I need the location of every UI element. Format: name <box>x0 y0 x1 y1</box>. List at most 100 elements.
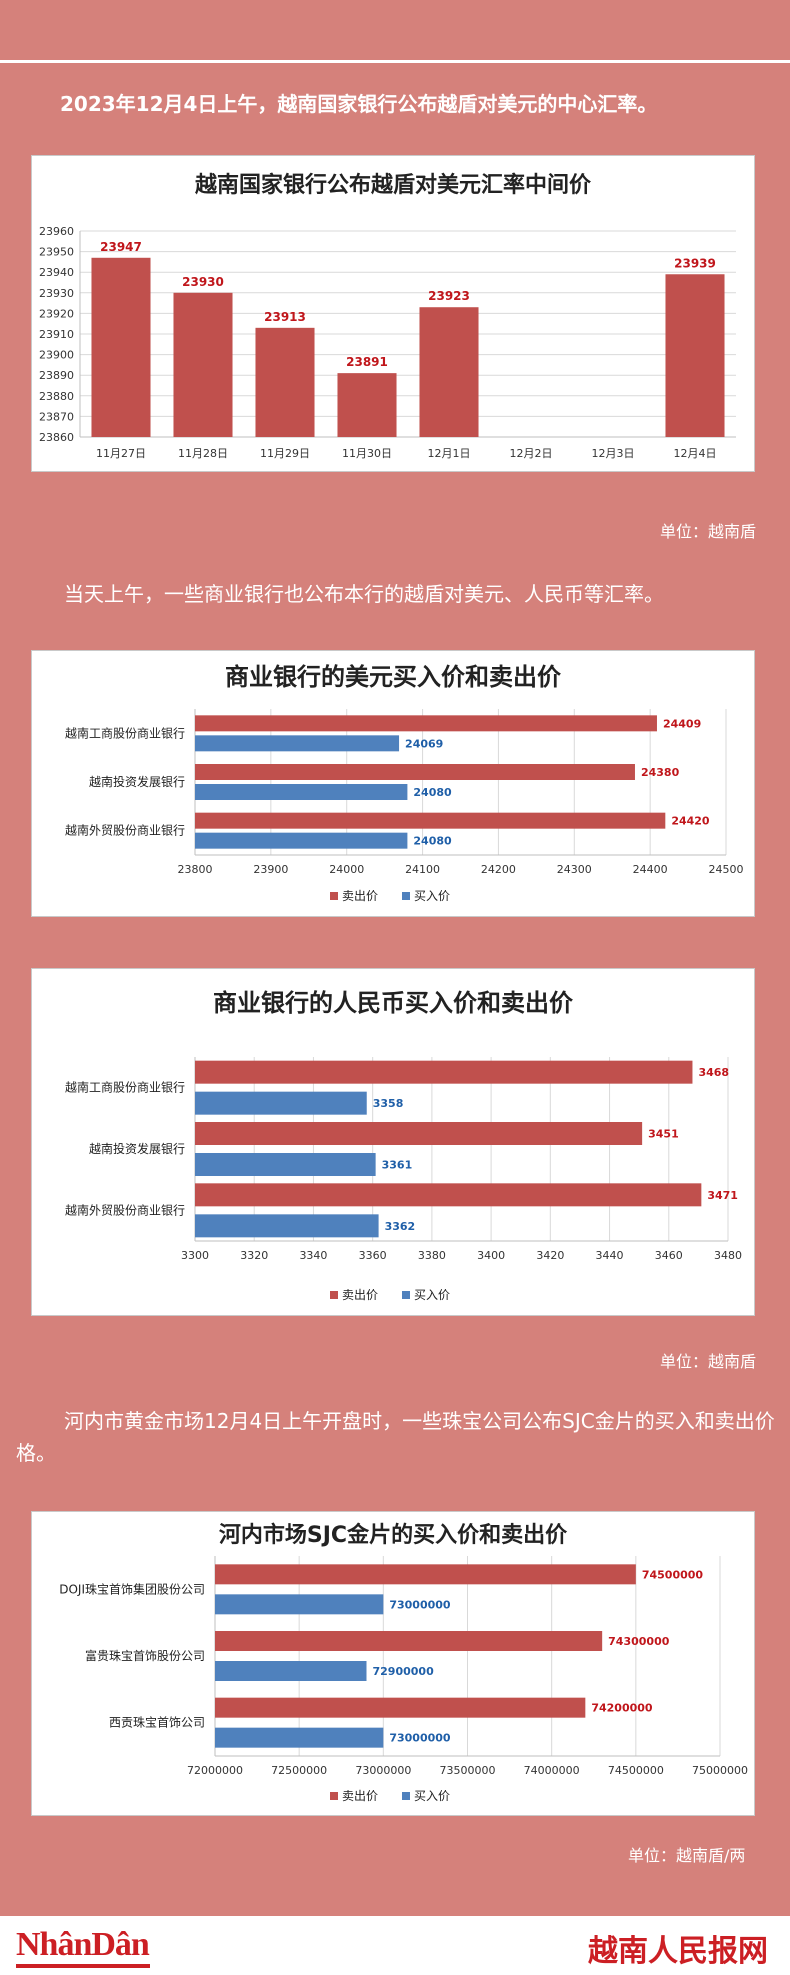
chart-title: 越南国家银行公布越盾对美元汇率中间价 <box>194 172 592 198</box>
x-tick-label: 74500000 <box>608 1764 664 1777</box>
x-tick-label: 24300 <box>557 863 592 876</box>
data-label: 24080 <box>413 786 452 799</box>
bar <box>195 832 408 849</box>
bar <box>255 327 315 437</box>
bar <box>419 307 479 437</box>
intro-text-1: 2023年12月4日上午，越南国家银行公布越盾对美元的中心汇率。 <box>60 92 658 116</box>
footer-bar: NhânDân 越南人民报网 <box>0 1916 790 1975</box>
x-tick-label: 24400 <box>633 863 668 876</box>
chart-title: 商业银行的人民币买入价和卖出价 <box>213 989 574 1017</box>
y-tick-label: 23890 <box>39 369 74 382</box>
bar <box>195 1060 693 1084</box>
x-tick-label: 3300 <box>181 1249 209 1262</box>
data-label: 74200000 <box>591 1702 653 1715</box>
chart-title: 商业银行的美元买入价和卖出价 <box>225 663 562 691</box>
data-label: 74500000 <box>642 1568 704 1581</box>
x-tick-label: 73500000 <box>440 1764 496 1777</box>
data-label: 24069 <box>405 737 443 750</box>
data-label: 3358 <box>373 1097 404 1110</box>
x-tick-label: 3400 <box>477 1249 505 1262</box>
data-label: 3451 <box>648 1128 679 1141</box>
category-label: 越南投资发展银行 <box>89 774 185 789</box>
top-divider <box>0 60 790 63</box>
unit-label-3: 单位：越南盾/两 <box>628 1846 746 1865</box>
bar <box>215 1631 603 1651</box>
y-tick-label: 23910 <box>39 328 74 341</box>
legend-label: 买入价 <box>414 1288 450 1302</box>
bar <box>195 1183 702 1207</box>
y-tick-label: 23880 <box>39 390 74 403</box>
x-tick-label: 74000000 <box>524 1764 580 1777</box>
brand-name: 越南人民报网 <box>588 1934 768 1969</box>
legend-label: 卖出价 <box>342 1789 378 1803</box>
x-tick-label: 24100 <box>405 863 440 876</box>
chart-gold-prices: 河内市场SJC金片的买入价和卖出价 72000000 72500000 7300000… <box>59 1522 748 1803</box>
legend-swatch <box>330 1792 338 1800</box>
y-tick-label: 23900 <box>39 349 74 362</box>
category-label: 越南工商股份商业银行 <box>65 725 185 740</box>
data-label: 73000000 <box>389 1732 451 1745</box>
bar <box>215 1697 586 1718</box>
data-label: 74300000 <box>608 1635 670 1648</box>
x-tick-label: 12月4日 <box>674 447 717 460</box>
data-label: 23923 <box>428 289 470 303</box>
logo-underline <box>16 1964 150 1968</box>
chart-card-cny: 商业银行的人民币买入价和卖出价 3300 3320 3340 3360 3380 3400 3… <box>31 968 755 1316</box>
data-label: 23939 <box>674 256 716 270</box>
category-label: 越南外贸股份商业银行 <box>65 1202 185 1217</box>
x-tick-label: 3460 <box>655 1249 683 1262</box>
x-tick-label: 3360 <box>359 1249 387 1262</box>
x-tick-label: 11月30日 <box>342 447 392 460</box>
x-tick-label: 72500000 <box>271 1764 327 1777</box>
x-tick-label: 24000 <box>329 863 364 876</box>
category-label: 西贡珠宝首饰公司 <box>109 1716 205 1730</box>
x-tick-label: 11月28日 <box>178 447 228 460</box>
bar <box>215 1661 367 1681</box>
legend-swatch <box>402 1291 410 1299</box>
data-label: 3468 <box>698 1066 729 1079</box>
x-tick-label: 73000000 <box>355 1764 411 1777</box>
bar <box>215 1727 384 1748</box>
y-tick-label: 23930 <box>39 287 74 300</box>
x-tick-label: 12月3日 <box>592 447 635 460</box>
bar <box>215 1564 636 1585</box>
data-label: 73000000 <box>389 1598 451 1611</box>
x-tick-label: 23800 <box>178 863 213 876</box>
x-tick-label: 3340 <box>299 1249 327 1262</box>
bar <box>665 274 725 437</box>
category-label: 越南工商股份商业银行 <box>65 1080 185 1095</box>
data-label: 24380 <box>641 766 680 779</box>
data-label: 3362 <box>385 1220 416 1233</box>
bar <box>195 812 666 829</box>
intro-text-3: 河内市黄金市场12月4日上午开盘时，一些珠宝公司公布SJC金片的买入和卖出价格。 <box>16 1409 775 1465</box>
x-tick-label: 3320 <box>240 1249 268 1262</box>
legend-swatch <box>330 1291 338 1299</box>
bar <box>195 784 408 800</box>
data-label: 72900000 <box>373 1665 435 1678</box>
y-tick-label: 23940 <box>39 266 74 279</box>
chart-cny-rates: 商业银行的人民币买入价和卖出价 3300 3320 3340 3360 3380 3400 3… <box>65 989 742 1302</box>
data-label: 23930 <box>182 275 224 289</box>
data-label: 23913 <box>264 310 306 324</box>
x-tick-label: 24500 <box>709 863 744 876</box>
x-tick-label: 23900 <box>253 863 288 876</box>
data-label: 23891 <box>346 355 388 369</box>
x-tick-label: 3480 <box>714 1249 742 1262</box>
category-label: 越南投资发展银行 <box>89 1141 185 1156</box>
bar <box>215 1594 384 1615</box>
bar <box>195 735 400 752</box>
x-tick-label: 12月1日 <box>428 447 471 460</box>
bar <box>195 1091 367 1115</box>
chart-card-usd: 商业银行的美元买入价和卖出价 23800 23900 24000 24100 24200 2… <box>31 650 755 917</box>
legend-swatch <box>402 892 410 900</box>
data-label: 23947 <box>100 240 142 254</box>
x-tick-label: 3380 <box>418 1249 446 1262</box>
legend-label: 买入价 <box>414 1789 450 1803</box>
bar <box>195 764 635 780</box>
bar <box>337 373 397 437</box>
unit-label-1: 单位：越南盾 <box>660 522 757 541</box>
x-tick-label: 11月29日 <box>260 447 310 460</box>
data-label: 24409 <box>663 717 701 730</box>
bar <box>91 257 151 437</box>
bar <box>173 292 233 437</box>
